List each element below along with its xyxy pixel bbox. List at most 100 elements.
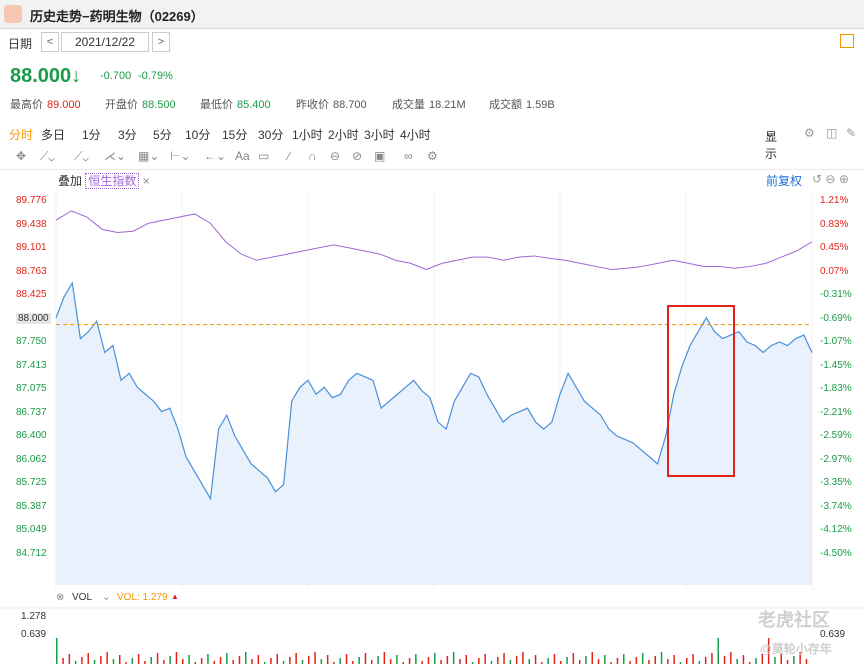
volume-bar: [169, 656, 171, 664]
magnet-icon[interactable]: ∩: [308, 149, 317, 163]
volume-bar: [805, 659, 808, 664]
period-tab[interactable]: 多日: [41, 128, 66, 142]
volume-bar: [667, 659, 669, 664]
draw-icon[interactable]: ✎: [846, 126, 857, 140]
period-tab[interactable]: 2小时: [328, 128, 359, 142]
volume-bar: [698, 661, 701, 664]
period-tab[interactable]: 1分: [82, 128, 101, 142]
stat-label: 开盘价: [105, 99, 138, 111]
period-tab[interactable]: 3分: [118, 128, 137, 142]
volume-bar: [446, 656, 449, 664]
volume-bar: [459, 659, 461, 664]
y-tick-left: 89.101: [16, 242, 47, 253]
stat-label: 昨收价: [296, 99, 329, 111]
app-logo-icon: [4, 5, 22, 23]
comment-icon[interactable]: ▭: [258, 149, 270, 163]
volume-tick-mid: 0.639: [21, 629, 47, 640]
volume-bar: [673, 655, 675, 664]
undo-icon[interactable]: ↺: [812, 172, 823, 186]
volume-bar: [364, 653, 367, 664]
volume-bar: [723, 656, 726, 664]
overlay-close-button[interactable]: ×: [142, 174, 150, 188]
volume-bar: [182, 659, 184, 664]
volume-bar: [616, 658, 619, 664]
volume-bar: [219, 657, 222, 664]
display-menu[interactable]: 显示 ⌄: [765, 126, 778, 161]
overlay-indicator[interactable]: 恒生指数: [85, 173, 140, 189]
period-tab[interactable]: 3小时: [364, 128, 395, 142]
zoom-out-icon[interactable]: ⊖: [825, 172, 836, 186]
zoom-in-icon[interactable]: ⊕: [838, 172, 849, 186]
lock-icon[interactable]: ⊖: [330, 149, 341, 163]
fib-tool-icon[interactable]: ▦⌄: [138, 149, 160, 163]
volume-bar: [541, 662, 543, 664]
adjust-mode[interactable]: 前复权: [765, 174, 802, 188]
hide-icon[interactable]: ⊘: [352, 149, 363, 163]
prev-date-button[interactable]: <: [41, 32, 59, 52]
overlay-label: 叠加: [58, 174, 83, 188]
date-input[interactable]: 2021/12/22: [61, 32, 149, 52]
volume-menu-icon[interactable]: ⌄: [102, 592, 111, 603]
volume-bar: [137, 654, 140, 664]
text-tool-icon[interactable]: Aa: [235, 149, 250, 163]
y-tick-right: -4.50%: [820, 547, 852, 559]
volume-bar: [635, 657, 638, 664]
watermark-brand: 老虎社区: [758, 610, 830, 630]
period-tab[interactable]: 4小时: [400, 128, 431, 142]
volume-bar: [641, 653, 644, 664]
volume-bar: [263, 662, 266, 664]
volume-bar: [213, 661, 215, 664]
y-tick-left: 87.750: [16, 336, 47, 347]
volume-bar: [478, 658, 480, 664]
period-tab[interactable]: 15分: [222, 128, 248, 142]
volume-bar: [597, 659, 600, 664]
settings-icon[interactable]: ⚙: [804, 126, 815, 140]
y-tick-left: 85.049: [16, 524, 47, 535]
period-tab[interactable]: 1小时: [292, 128, 323, 142]
line-tool-icon[interactable]: ⟋⌄: [40, 149, 55, 163]
y-tick-right: -2.21%: [820, 406, 852, 418]
period-tab[interactable]: 10分: [185, 128, 211, 142]
move-icon[interactable]: ✥: [16, 149, 27, 163]
volume-bar: [566, 657, 568, 664]
y-tick-right: -1.07%: [820, 336, 852, 347]
camera-icon[interactable]: ◫: [826, 126, 838, 140]
arrow-tool-icon[interactable]: ←⌄: [204, 149, 227, 163]
delete-icon[interactable]: ▣: [374, 149, 386, 163]
link-icon[interactable]: ∞: [404, 149, 413, 163]
volume-bar: [257, 655, 260, 664]
period-tab[interactable]: 5分: [153, 128, 172, 142]
next-date-button[interactable]: >: [152, 32, 170, 52]
volume-bar: [150, 657, 152, 664]
tool-settings-icon[interactable]: ⚙: [427, 149, 438, 163]
period-tab[interactable]: 分时: [9, 128, 34, 142]
volume-bar: [377, 656, 379, 664]
volume-tick-right: 0.639: [820, 629, 846, 640]
volume-bar: [629, 661, 631, 664]
volume-bar: [100, 656, 102, 664]
brush-icon[interactable]: ⁄: [288, 149, 291, 163]
ray-tool-icon[interactable]: ⟋⌄: [74, 149, 89, 163]
volume-bar: [125, 662, 127, 664]
volume-toggle-icon[interactable]: ⊗: [56, 592, 65, 603]
drawing-toolbar: ✥ ⟋⌄ ⟋⌄ ⋌⌄ ▦⌄ ⊢⌄ ←⌄ Aa ▭ ⁄ ∩ ⊖ ⊘ ▣ ∞ ⚙: [0, 147, 864, 167]
channel-tool-icon[interactable]: ⋌⌄: [104, 149, 127, 163]
measure-tool-icon[interactable]: ⊢⌄: [170, 149, 191, 163]
title-bar: 历史走势−药明生物（02269）: [0, 0, 864, 29]
volume-bar: [308, 656, 310, 664]
stat-label: 最高价: [10, 99, 43, 111]
y-tick-left: 88.763: [16, 265, 47, 277]
volume-bar: [87, 653, 89, 664]
volume-bar: [245, 652, 247, 664]
volume-bar: [276, 654, 278, 664]
volume-bar: [654, 656, 656, 664]
volume-bar: [389, 659, 392, 664]
volume-bar: [81, 657, 83, 664]
volume-bar: [62, 658, 64, 664]
volume-bar: [742, 655, 745, 664]
volume-bar: [314, 652, 316, 664]
current-price: 88.000↓: [10, 65, 82, 87]
period-tab[interactable]: 30分: [258, 128, 284, 142]
panel-toggle-icon[interactable]: [840, 34, 854, 48]
chart-controls: ↺ ⊖ ⊕: [812, 172, 849, 186]
